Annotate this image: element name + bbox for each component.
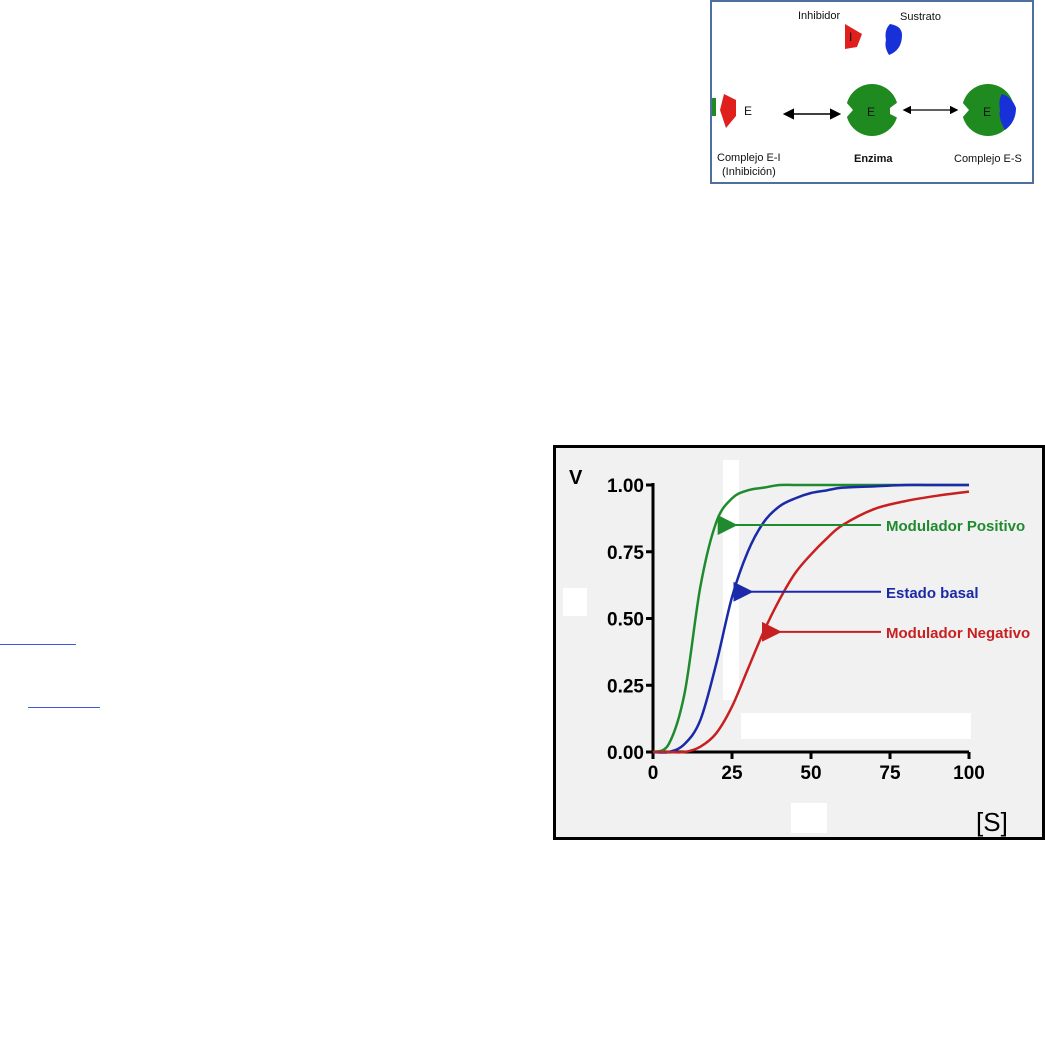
bound-substrate-shape	[999, 94, 1016, 130]
inhibitor-letter: I	[849, 30, 853, 44]
enzyme-inhibition-diagram: Inhibidor Sustrato I E E E Complejo E-I …	[710, 0, 1034, 184]
enzyme-ei-shape	[712, 98, 716, 116]
complex-ei-sublabel: (Inhibición)	[722, 166, 776, 178]
background-patch	[791, 803, 827, 833]
annotation-label: Estado basal	[886, 585, 979, 602]
x-tick-label: 75	[879, 763, 901, 784]
enzyme-shape	[846, 84, 898, 136]
y-axis-label: V	[569, 467, 583, 489]
complex-ei-label: Complejo E-I	[717, 152, 781, 164]
y-tick-label: 0.75	[607, 543, 644, 564]
allosteric-modulation-chart: 0.00 0.25 0.50 0.75 1.00 0 25 50 75 100 V [S] Modula…	[553, 445, 1045, 840]
substrate-label: Sustrato	[900, 11, 941, 23]
enzyme-label: Enzima	[854, 153, 893, 165]
background-patch	[563, 588, 587, 616]
y-tick-label: 1.00	[607, 476, 644, 497]
complex-es-label: Complejo E-S	[954, 153, 1022, 165]
substrate-shape	[885, 24, 902, 55]
background-patch	[741, 713, 971, 739]
enzyme-letter: E	[867, 105, 876, 119]
x-tick-label: 0	[648, 763, 659, 784]
annotation-label: Modulador Positivo	[886, 518, 1025, 535]
annotation-label: Modulador Negativo	[886, 625, 1030, 642]
bound-inhibitor-shape	[720, 94, 736, 128]
x-tick-label: 25	[721, 763, 743, 784]
link-underline-1[interactable]	[0, 644, 76, 645]
y-tick-label: 0.00	[607, 743, 644, 764]
y-tick-label: 0.25	[607, 676, 644, 697]
enzyme-ei-letter: E	[744, 104, 753, 118]
x-tick-label: 50	[800, 763, 821, 784]
series-line-modulador-negativo	[652, 490, 970, 754]
link-underline-2[interactable]	[28, 707, 100, 708]
y-tick-label: 0.50	[607, 610, 644, 631]
x-axis-label: [S]	[976, 807, 1008, 837]
inhibitor-label: Inhibidor	[798, 10, 841, 22]
series-line-estado-basal	[652, 483, 969, 754]
enzyme-es-letter: E	[983, 105, 992, 119]
chart-plot: 0.00 0.25 0.50 0.75 1.00 0 25 50 75 100 V [S] Modula…	[569, 467, 1030, 837]
x-tick-label: 100	[953, 763, 985, 784]
inhibitor-shape	[845, 24, 862, 49]
